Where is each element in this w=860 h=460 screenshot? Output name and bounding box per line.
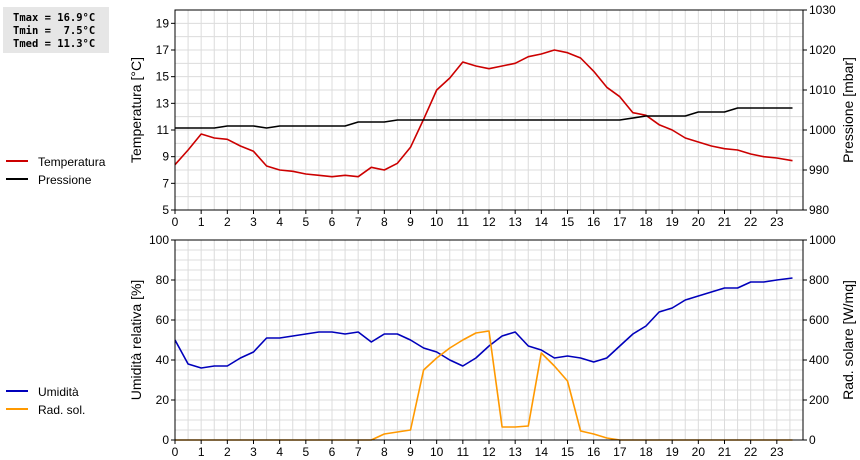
temp-pressure-y-tick-label: 7 <box>162 176 169 190</box>
temp-pressure-y2-axis-title: Pressione [mbar] <box>840 57 856 163</box>
humidity-radiation-y-tick-label: 40 <box>156 353 170 367</box>
temp-pressure-x-tick-label: 11 <box>457 215 470 229</box>
temp-pressure-x-tick-label: 4 <box>276 215 283 229</box>
temp-pressure-series-line-0 <box>174 49 793 178</box>
temp-pressure-y2-tick-label: 1020 <box>809 43 836 57</box>
humidity-radiation-x-tick-label: 2 <box>224 445 231 459</box>
temp-pressure-y-tick-label: 9 <box>162 150 169 164</box>
temp-pressure-x-tick-label: 7 <box>355 215 362 229</box>
temp-pressure-y-tick-label: 19 <box>156 16 170 30</box>
humidity-radiation-x-tick-label: 19 <box>665 445 679 459</box>
temp-pressure-x-tick-label: 16 <box>587 215 601 229</box>
humidity-radiation-y-tick-label: 60 <box>156 313 170 327</box>
tmin-stat: Tmin = 7.5°C <box>13 25 96 37</box>
temp-pressure-x-tick-label: 5 <box>302 215 309 229</box>
temp-pressure-legend-label-0: Temperatura <box>38 155 106 169</box>
temp-pressure-x-tick-label: 22 <box>744 215 758 229</box>
humidity-radiation-y-tick-label: 100 <box>149 233 169 247</box>
humidity-radiation-x-tick-label: 18 <box>639 445 653 459</box>
temp-pressure-x-tick-label: 8 <box>381 215 388 229</box>
temp-pressure-y-tick-label: 5 <box>162 203 169 217</box>
humidity-radiation-x-tick-label: 7 <box>355 445 362 459</box>
humidity-radiation-y2-tick-label: 200 <box>809 393 829 407</box>
humidity-radiation-x-tick-label: 16 <box>587 445 601 459</box>
humidity-radiation-series-line-1 <box>175 330 793 441</box>
humidity-radiation-y2-tick-label: 600 <box>809 313 829 327</box>
humidity-radiation-y-tick-label: 80 <box>156 273 170 287</box>
temp-pressure-x-tick-label: 17 <box>613 215 627 229</box>
humidity-radiation-x-tick-label: 15 <box>561 445 575 459</box>
temp-pressure-x-tick-label: 19 <box>665 215 679 229</box>
temp-pressure-x-tick-label: 15 <box>561 215 575 229</box>
temp-pressure-x-tick-label: 6 <box>329 215 336 229</box>
temp-pressure-x-tick-label: 9 <box>407 215 414 229</box>
temp-pressure-legend-label-1: Pressione <box>38 173 92 187</box>
humidity-radiation-legend-label-1: Rad. sol. <box>38 403 85 417</box>
humidity-radiation-x-tick-label: 20 <box>692 445 706 459</box>
humidity-radiation-x-tick-label: 22 <box>744 445 758 459</box>
temp-pressure-y-tick-label: 13 <box>156 96 170 110</box>
humidity-radiation-x-tick-label: 9 <box>407 445 414 459</box>
humidity-radiation-y2-tick-label: 0 <box>809 433 816 447</box>
humidity-radiation-x-tick-label: 23 <box>770 445 784 459</box>
humidity-radiation-x-tick-label: 13 <box>508 445 522 459</box>
humidity-radiation-x-tick-label: 10 <box>430 445 444 459</box>
temp-pressure-x-tick-label: 3 <box>250 215 257 229</box>
temp-pressure-x-tick-label: 20 <box>692 215 706 229</box>
temp-pressure-y-axis-title: Temperatura [°C] <box>128 57 144 163</box>
temp-pressure-x-tick-label: 0 <box>172 215 179 229</box>
humidity-radiation-x-tick-label: 3 <box>250 445 257 459</box>
temp-pressure-x-tick-label: 12 <box>482 215 496 229</box>
humidity-radiation-x-tick-label: 1 <box>198 445 205 459</box>
humidity-radiation-x-tick-label: 5 <box>302 445 309 459</box>
humidity-radiation-x-tick-label: 11 <box>457 445 470 459</box>
temp-pressure-x-tick-label: 14 <box>535 215 549 229</box>
temp-pressure-x-tick-label: 1 <box>198 215 205 229</box>
humidity-radiation-y-tick-label: 0 <box>162 433 169 447</box>
temp-pressure-y2-tick-label: 1030 <box>809 3 836 17</box>
temp-pressure-y-tick-label: 15 <box>156 70 170 84</box>
temp-pressure-y-tick-label: 11 <box>157 123 170 137</box>
humidity-radiation-x-tick-label: 4 <box>276 445 283 459</box>
humidity-radiation-y2-axis-title: Rad. solare [W/mq] <box>840 280 856 400</box>
humidity-radiation-y2-tick-label: 400 <box>809 353 829 367</box>
humidity-radiation-series-line-0 <box>174 277 793 369</box>
temp-pressure-x-tick-label: 21 <box>718 215 732 229</box>
humidity-radiation-x-tick-label: 0 <box>172 445 179 459</box>
humidity-radiation-legend-label-0: Umidità <box>38 385 79 399</box>
temp-pressure-x-tick-label: 2 <box>224 215 231 229</box>
temp-pressure-y2-tick-label: 990 <box>809 163 829 177</box>
humidity-radiation-y2-tick-label: 1000 <box>809 233 836 247</box>
humidity-radiation-y2-tick-label: 800 <box>809 273 829 287</box>
temp-pressure-series-line-1 <box>175 107 793 129</box>
humidity-radiation-y-axis-title: Umidità relativa [%] <box>128 280 144 401</box>
humidity-radiation-x-tick-label: 8 <box>381 445 388 459</box>
temp-pressure-x-tick-label: 13 <box>508 215 522 229</box>
temp-pressure-x-tick-label: 23 <box>770 215 784 229</box>
temp-pressure-x-tick-label: 18 <box>639 215 653 229</box>
temp-pressure-y2-tick-label: 1000 <box>809 123 836 137</box>
temp-pressure-x-tick-label: 10 <box>430 215 444 229</box>
temp-pressure-y2-tick-label: 980 <box>809 203 829 217</box>
humidity-radiation-x-tick-label: 12 <box>482 445 496 459</box>
humidity-radiation-x-tick-label: 6 <box>329 445 336 459</box>
temp-pressure-y2-tick-label: 1010 <box>809 83 836 97</box>
tmax-stat: Tmax = 16.9°C <box>13 12 96 24</box>
humidity-radiation-x-tick-label: 14 <box>535 445 549 459</box>
tmed-stat: Tmed = 11.3°C <box>13 38 96 50</box>
humidity-radiation-x-tick-label: 17 <box>613 445 627 459</box>
humidity-radiation-y-tick-label: 20 <box>156 393 170 407</box>
stats-box: Tmax = 16.9°C Tmin = 7.5°C Tmed = 11.3°C <box>3 7 109 53</box>
humidity-radiation-x-tick-label: 21 <box>718 445 732 459</box>
temp-pressure-y-tick-label: 17 <box>156 43 170 57</box>
